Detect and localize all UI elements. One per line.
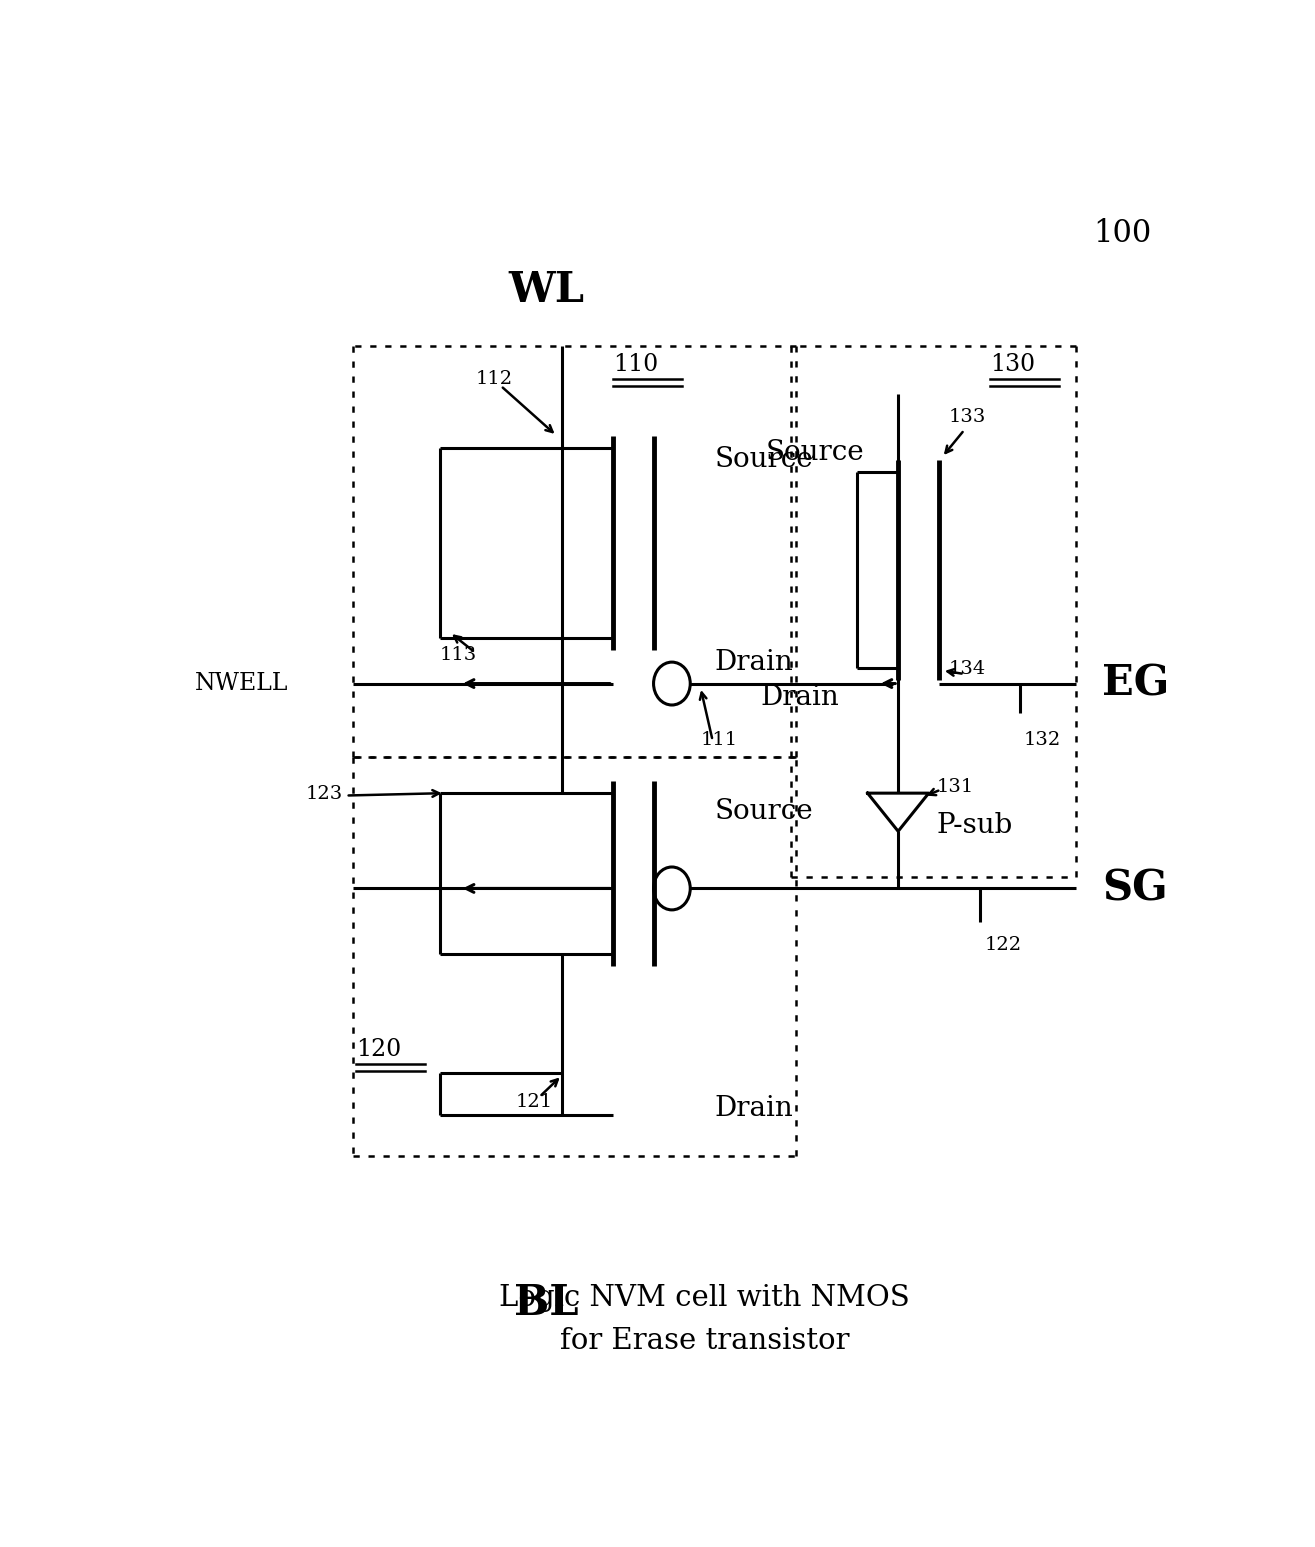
Text: BL: BL xyxy=(514,1281,579,1324)
Text: 123: 123 xyxy=(305,784,343,803)
Text: Logic NVM cell with NMOS
for Erase transistor: Logic NVM cell with NMOS for Erase trans… xyxy=(500,1284,910,1355)
Text: NWELL: NWELL xyxy=(195,671,288,695)
Text: 132: 132 xyxy=(1023,732,1061,749)
Text: 120: 120 xyxy=(356,1038,401,1061)
Text: 122: 122 xyxy=(985,936,1022,954)
Text: EG: EG xyxy=(1102,662,1169,704)
Text: 113: 113 xyxy=(439,647,477,665)
Text: P-sub: P-sub xyxy=(936,812,1013,838)
Text: 131: 131 xyxy=(936,778,974,795)
Text: Drain: Drain xyxy=(760,684,839,712)
Text: WL: WL xyxy=(509,269,585,311)
Text: Source: Source xyxy=(715,446,813,473)
Text: SG: SG xyxy=(1102,868,1168,910)
Text: 130: 130 xyxy=(990,353,1035,376)
Text: 112: 112 xyxy=(475,370,513,388)
Text: Drain: Drain xyxy=(715,648,793,676)
Text: Source: Source xyxy=(765,438,864,466)
Text: 121: 121 xyxy=(515,1094,554,1111)
Text: Source: Source xyxy=(715,798,813,825)
Text: 111: 111 xyxy=(701,732,738,749)
Text: 110: 110 xyxy=(613,353,658,376)
Text: Drain: Drain xyxy=(715,1095,793,1122)
Text: 133: 133 xyxy=(949,408,986,427)
Text: 100: 100 xyxy=(1093,218,1152,249)
Text: 134: 134 xyxy=(949,659,986,678)
